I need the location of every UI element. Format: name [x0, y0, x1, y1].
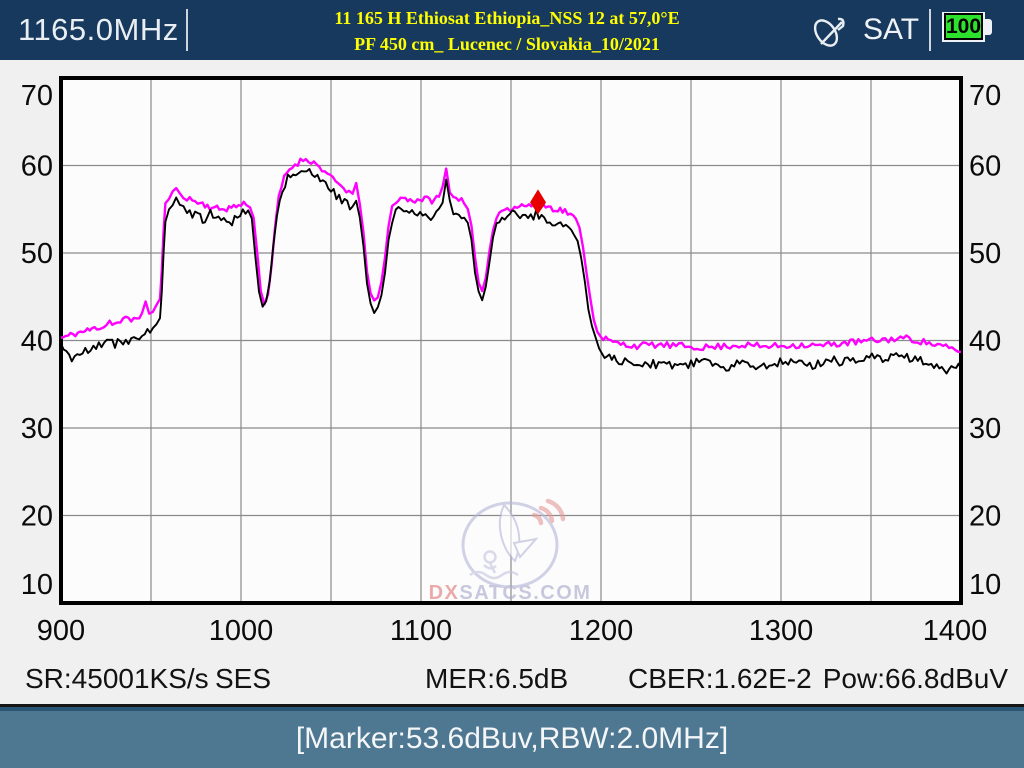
svg-text:DXSATCS.COM: DXSATCS.COM — [429, 582, 592, 604]
trace-live — [60, 168, 962, 375]
dxsatcs-watermark: DXSATCS.COM — [429, 498, 592, 604]
x-axis-label: 1000 — [209, 615, 274, 647]
y-axis-label-left: 10 — [21, 569, 53, 601]
status-row: SR:45001KS/s SES MER:6.5dB CBER:1.62E-2 … — [0, 655, 1024, 703]
y-axis-label-left: 50 — [21, 238, 53, 270]
y-axis-label-right: 50 — [969, 238, 1001, 270]
header-divider — [929, 9, 931, 51]
battery-nub — [985, 19, 993, 35]
power-value: Pow:66.8dBuV — [822, 663, 1008, 694]
mode-label: SAT — [863, 13, 920, 46]
symbol-rate-value: SR:45001KS/s — [25, 663, 209, 694]
y-axis-label-right: 40 — [969, 326, 1001, 358]
mer-value: MER:6.5dB — [425, 663, 569, 694]
y-axis-label-left: 70 — [21, 80, 53, 112]
battery-level: 100 — [944, 13, 984, 40]
x-axis-label: 1200 — [569, 615, 634, 647]
cber-value: CBER:1.62E-2 — [628, 663, 812, 694]
y-axis-label-left: 30 — [21, 413, 53, 445]
transponder-title-line2: PF 450 cm_ Lucenec / Slovakia_10/2021 — [354, 34, 660, 54]
provider-label: SES — [215, 663, 272, 694]
y-axis-label-left: 20 — [21, 501, 53, 533]
header-divider — [186, 9, 188, 51]
x-axis-label: 1400 — [923, 615, 988, 647]
satellite-dish-icon — [808, 7, 856, 58]
plot-border — [59, 76, 963, 605]
separator-line-black — [0, 704, 1024, 707]
y-axis-label-right: 20 — [969, 501, 1001, 533]
x-axis-label: 1300 — [749, 615, 814, 647]
y-axis-label-right: 30 — [969, 413, 1001, 445]
y-axis-label-right: 70 — [969, 80, 1001, 112]
marker-diamond — [530, 189, 546, 215]
y-axis-label-left: 60 — [21, 151, 53, 183]
spectrum-plot: DXSATCS.COM 70 70 60 60 50 50 40 40 30 30 20 20 10 10 9… — [21, 76, 1001, 647]
y-axis-label-left: 40 — [21, 326, 53, 358]
x-axis-label: 1100 — [390, 615, 452, 647]
tuned-frequency: 1165.0MHz — [18, 12, 179, 47]
transponder-title-line1: 11 165 H Ethiosat Ethiopia_NSS 12 at 57,… — [334, 8, 680, 28]
y-axis-label-right: 60 — [969, 151, 1001, 183]
separator-line-navy — [0, 707, 1024, 711]
marker-readout-bar: [Marker:53.6dBuv,RBW:2.0MHz] — [0, 711, 1024, 768]
battery-icon: 100 — [942, 12, 993, 42]
header-bar: 1165.0MHz 11 165 H Ethiosat Ethiopia_NSS… — [0, 0, 1024, 60]
y-axis-label-right: 10 — [969, 569, 1001, 601]
transponder-title: 11 165 H Ethiosat Ethiopia_NSS 12 at 57,… — [257, 5, 757, 57]
x-axis-label: 900 — [37, 615, 85, 647]
